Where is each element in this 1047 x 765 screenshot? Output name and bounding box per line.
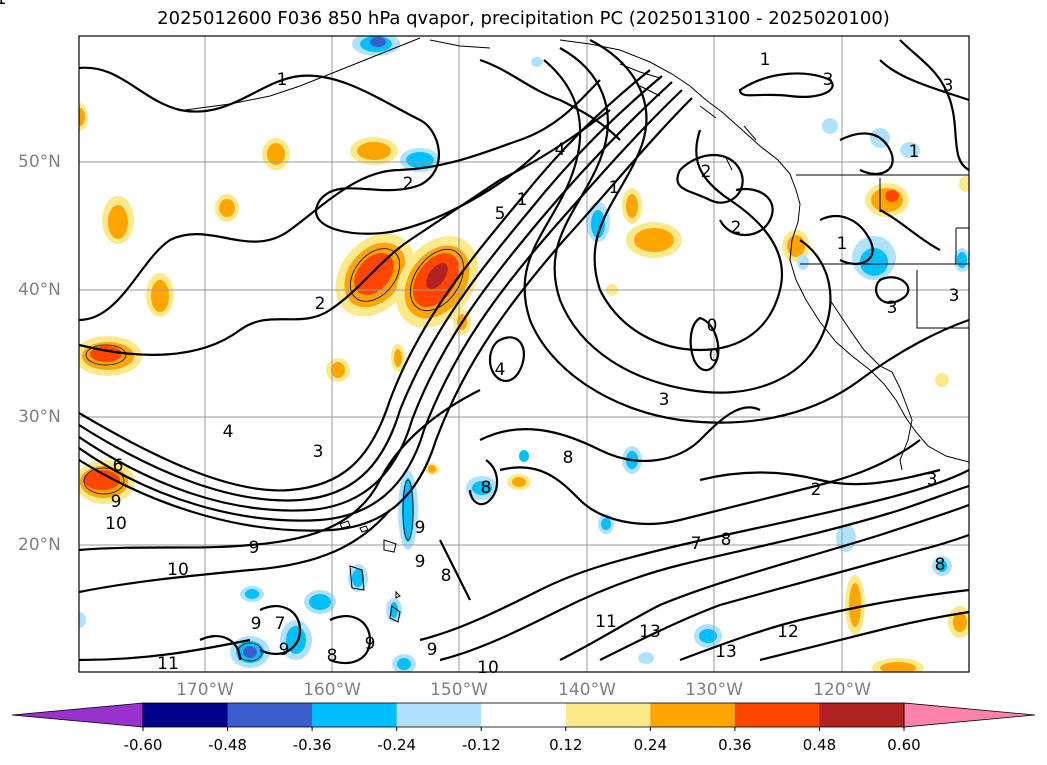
- contour-label: 1: [760, 50, 771, 70]
- contour-label: 8: [441, 566, 452, 586]
- colorbar-segment: [819, 703, 905, 727]
- colorbar-segment: [227, 703, 313, 727]
- contour-label: 7: [691, 534, 702, 554]
- map-title: 2025012600 F036 850 hPa qvapor, precipit…: [157, 8, 890, 29]
- lon-label: 150°W: [430, 680, 488, 700]
- plot-frame: [78, 35, 970, 673]
- contour-label: 2: [811, 480, 822, 500]
- colorbar-tick-label: -0.60: [123, 736, 163, 754]
- contour-label: 1: [837, 234, 848, 254]
- colorbar-tick-label: 0.24: [633, 736, 668, 754]
- contour-labels: 1121334511221133240033469109899882783101…: [0, 0, 960, 678]
- contour-label: 0: [709, 346, 720, 366]
- colorbar-segment: [481, 703, 567, 727]
- contour-label: 6: [113, 456, 124, 476]
- colorbar-segment: [396, 703, 482, 727]
- contour-label: 1: [609, 178, 620, 198]
- contour-label: 9: [365, 634, 376, 654]
- contour-label: 1: [277, 70, 288, 90]
- lat-label: 40°N: [18, 280, 61, 300]
- contour-label: 12: [777, 622, 799, 642]
- contour-label: 5: [495, 204, 506, 224]
- contour-label: 3: [949, 286, 960, 306]
- contour-label: 0: [707, 316, 718, 336]
- colorbar-extend-high: [903, 702, 1036, 728]
- colorbar-tick-label: -0.48: [208, 736, 247, 754]
- contour-label: 3: [823, 70, 834, 90]
- map-plot-area: [79, 36, 969, 672]
- colorbar-tick-label: 0.12: [549, 736, 583, 754]
- colorbar-tick-label: -0.24: [377, 736, 417, 754]
- contour-label: 9: [415, 552, 426, 572]
- shading-outlines: [83, 248, 464, 662]
- lon-label: 170°W: [176, 680, 234, 700]
- colorbar-segment: [734, 703, 820, 727]
- lat-label: 20°N: [18, 535, 61, 555]
- contour-label: 9: [415, 518, 426, 538]
- precip-shading: [79, 36, 969, 672]
- contour-label: 10: [105, 514, 127, 534]
- contour-label: 11: [157, 654, 179, 674]
- contour-label: 2: [403, 174, 414, 194]
- contour-label: 2: [731, 218, 742, 238]
- negative-anomaly-patches: [79, 36, 969, 672]
- contour-label: 7: [275, 614, 286, 634]
- colorbar-tick-label: 0.60: [887, 736, 921, 754]
- colorbar-segment: [312, 703, 398, 727]
- colorbar: [11, 702, 1036, 731]
- contour-label: 2: [701, 162, 712, 182]
- lon-label: 120°W: [813, 680, 871, 700]
- contour-label: 3: [943, 76, 954, 96]
- contour-label: 8: [935, 555, 946, 575]
- lon-label: 160°W: [303, 680, 361, 700]
- contour-label: 8: [721, 530, 732, 550]
- contour-label: 4: [223, 422, 234, 442]
- contour-lines: [79, 39, 969, 665]
- colorbar-extend-low: [11, 702, 144, 728]
- contour-label: 4: [495, 360, 506, 380]
- lon-label: 130°W: [685, 680, 743, 700]
- contour-label: 10: [477, 658, 499, 678]
- colorbar-segment: [565, 703, 651, 727]
- contour-label: 9: [427, 640, 438, 660]
- contour-label: 9: [279, 640, 290, 660]
- colorbar-frame: [142, 702, 905, 728]
- contour-label: 9: [251, 614, 262, 634]
- lon-label: 140°W: [558, 680, 616, 700]
- contour-label: 4: [555, 140, 566, 160]
- contour-label: 13: [639, 622, 661, 642]
- colorbar-segment: [650, 703, 736, 727]
- contour-label: 3: [887, 298, 898, 318]
- colorbar-tick-label: -0.36: [292, 736, 332, 754]
- contour-label: 3: [659, 390, 670, 410]
- contour-label: 9: [249, 538, 260, 558]
- contour-label: 3: [927, 470, 938, 490]
- contour-label: 10: [167, 560, 189, 580]
- coastlines: [184, 37, 969, 471]
- contour-label: 8: [327, 646, 338, 666]
- gridlines: [79, 36, 969, 672]
- lat-label: 50°N: [18, 152, 61, 172]
- contour-label: 3: [313, 442, 324, 462]
- contour-label: 11: [595, 612, 617, 632]
- contour-label: 1: [517, 190, 528, 210]
- contour-label: 2: [315, 294, 326, 314]
- colorbar-tick-label: 0.36: [718, 736, 752, 754]
- contour-label: 1: [0, 0, 6, 9]
- contour-label: 8: [481, 478, 492, 498]
- lat-label: 30°N: [18, 407, 61, 427]
- contour-label: 13: [715, 642, 737, 662]
- colorbar-segment: [143, 703, 229, 727]
- colorbar-tick-label: 0.48: [802, 736, 837, 754]
- contour-label: 1: [909, 142, 920, 162]
- colorbar-tick-label: -0.12: [461, 736, 501, 754]
- contour-label: 8: [563, 448, 574, 468]
- contour-label: 9: [111, 492, 122, 512]
